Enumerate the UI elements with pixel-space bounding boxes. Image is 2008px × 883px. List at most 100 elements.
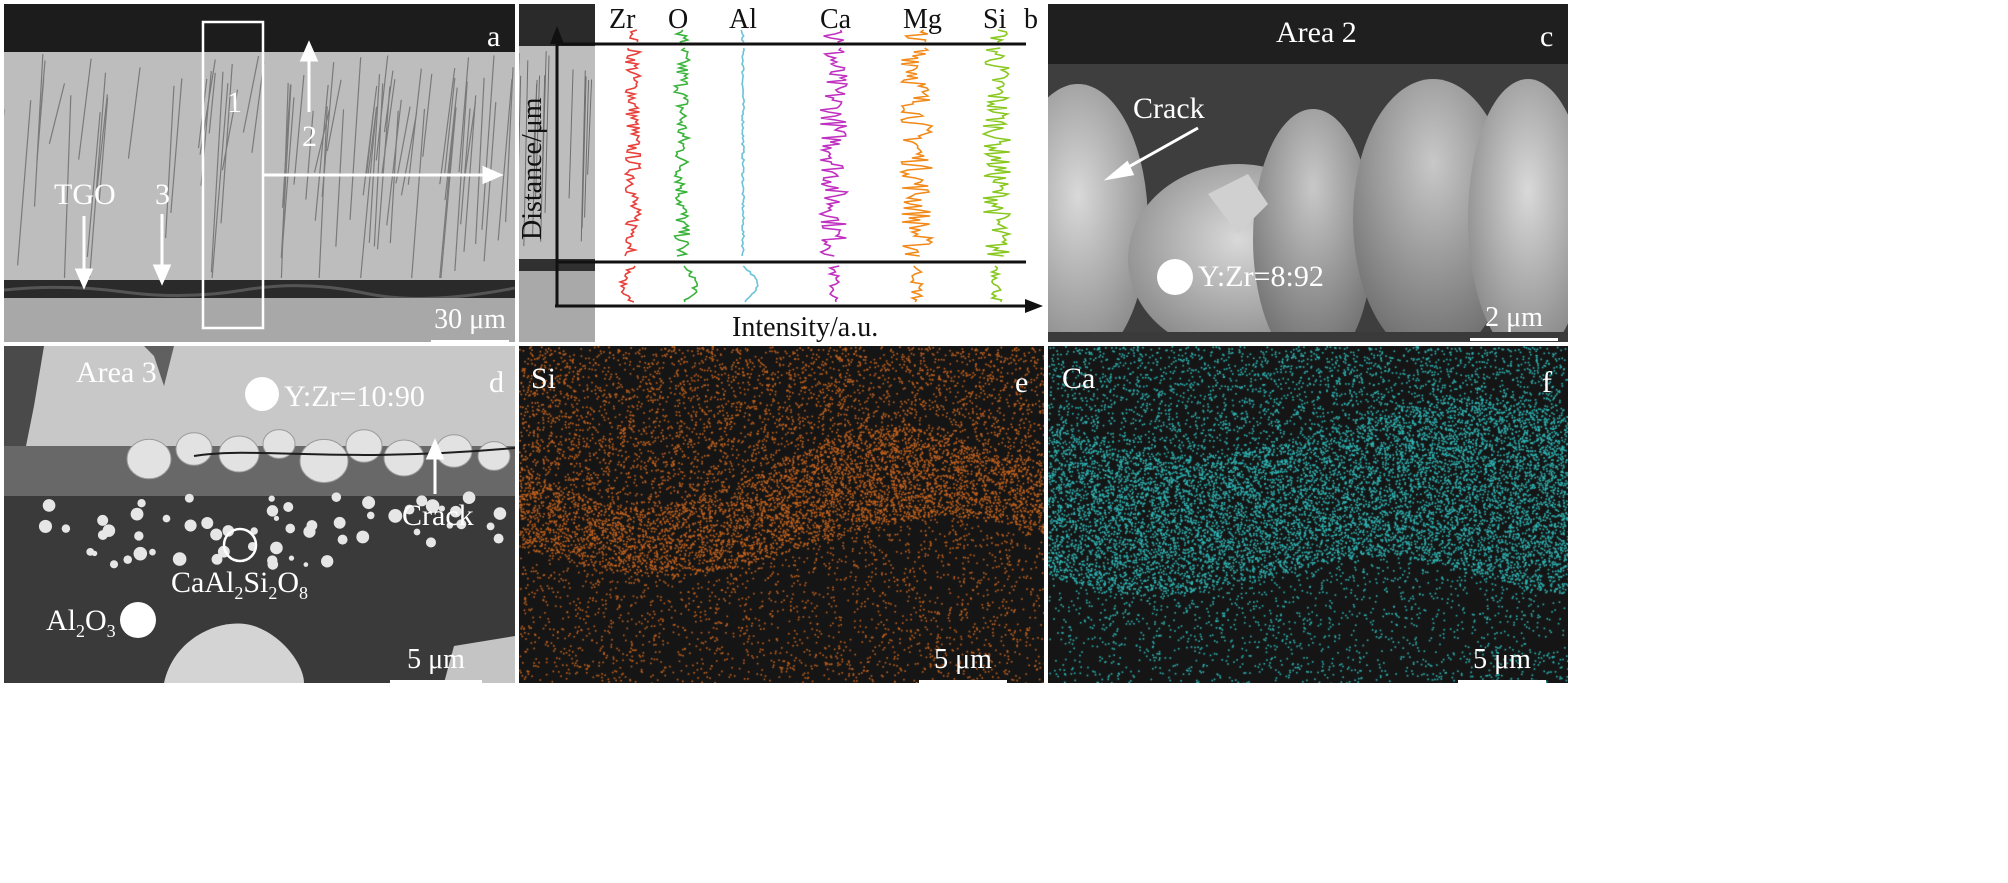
bright-speck (184, 493, 194, 503)
crack-line (460, 108, 471, 225)
phase-part: Si (243, 566, 269, 599)
bright-speck (133, 546, 148, 561)
panel-c-area-label: Area 2 (1276, 16, 1357, 49)
panel-d-area-label: Area 3 (76, 356, 157, 389)
phase-sub: 3 (106, 621, 116, 641)
trace-mg-interface (909, 265, 925, 303)
crack-line (293, 74, 305, 185)
panel-a-sem-cross-section: a 1 2 TGO 3 30 μm (4, 4, 515, 342)
trace-o-coating (672, 47, 692, 257)
zirconia-sphere (477, 441, 511, 471)
phase-sub: 2 (268, 583, 278, 603)
bright-speck (102, 524, 116, 537)
trace-ca-interface (826, 265, 841, 303)
crack-line (463, 102, 476, 181)
phase-part: CaAl (171, 566, 235, 599)
bright-speck (462, 491, 476, 505)
crack-line (376, 86, 391, 250)
zirconia-sphere (175, 432, 213, 466)
trace-o-interface (683, 265, 699, 303)
crack-line (221, 89, 239, 171)
bright-speck (388, 508, 403, 523)
crack-line (587, 79, 593, 175)
panel-e-scale-bar: 5 μm (919, 646, 1007, 683)
panel-c-crack-label: Crack (1133, 92, 1205, 125)
crack-line (532, 83, 538, 237)
crack-line (305, 110, 314, 200)
bright-speck (109, 560, 119, 569)
element-label-si: Si (983, 4, 1007, 35)
bright-speck (333, 516, 346, 529)
bright-speck (404, 504, 415, 515)
crack-line (383, 70, 394, 133)
crack-line (326, 79, 342, 152)
bright-speck (268, 495, 275, 502)
bright-speck (149, 548, 156, 556)
panel-c-sem-area-2: Area 2 c Crack Y:Zr=8:92 2 μm (1048, 4, 1568, 342)
trace-mg-surface (903, 29, 929, 43)
crack-line (497, 79, 513, 241)
panel-f-scale-bar: 5 μm (1458, 646, 1546, 683)
bright-speck (267, 555, 278, 566)
crack-line (505, 67, 514, 223)
bright-speck (266, 505, 279, 517)
bright-speck (283, 502, 294, 512)
crack-line (211, 83, 229, 279)
bright-speck (38, 519, 53, 533)
panel-d-phase-caal2si2o8: CaAl2Si2O8 (171, 566, 309, 603)
bright-speck (273, 515, 280, 521)
panel-a-letter: a (487, 20, 501, 53)
panel-c-letter: c (1540, 20, 1554, 53)
panel-a-label-tgo: TGO (54, 178, 116, 211)
bright-speck (123, 555, 132, 564)
crack-line (48, 83, 66, 144)
zirconia-sphere (299, 438, 349, 484)
crack-line (584, 79, 590, 218)
crack-line (380, 79, 396, 177)
crack-line (386, 99, 402, 226)
crack-line (411, 108, 426, 279)
panel-d-scale-bar: 5 μm (390, 646, 482, 683)
bright-speck (486, 522, 495, 531)
element-label-zr: Zr (609, 4, 636, 35)
panel-e-element-label: Si (531, 362, 557, 395)
bright-speck (61, 524, 71, 533)
crack-line (444, 77, 456, 174)
bright-speck (288, 555, 295, 561)
crack-line (475, 77, 485, 245)
crack-line (519, 75, 522, 166)
crack-line (535, 75, 541, 198)
crack-line (127, 67, 141, 159)
crack-line (349, 57, 362, 220)
trace-si-interface (989, 265, 1003, 303)
panel-e-scale-line (919, 680, 1007, 683)
trace-o-surface (673, 29, 690, 43)
bright-speck (162, 514, 171, 523)
crack-line (581, 76, 587, 228)
crack-line (483, 102, 497, 262)
panel-a-scale-bar: 30 μm (431, 306, 509, 342)
bright-speck (270, 541, 283, 555)
phase-sub: 8 (299, 583, 309, 603)
panel-f-letter: f (1542, 366, 1552, 399)
panel-e-si-distribution (519, 346, 1044, 683)
bright-speck (413, 528, 421, 536)
bright-speck (337, 534, 348, 545)
panel-a-scale-line (431, 340, 509, 342)
trace-si-surface (990, 29, 1008, 43)
panel-d-micrograph (4, 346, 515, 683)
element-label-o: O (668, 4, 689, 35)
panel-f-element-label: Ca (1062, 362, 1096, 395)
trace-zr-coating (623, 47, 643, 257)
crack-line (170, 78, 183, 214)
crack-line (395, 106, 411, 184)
panel-c-scale-bar: 2 μm (1470, 304, 1558, 341)
panel-d-scale-line (390, 680, 482, 683)
panel-e-scale-label: 5 μm (934, 644, 992, 675)
panel-b-y-axis-label: Distance/μm (519, 97, 548, 240)
trace-al-interface (742, 265, 759, 303)
bright-speck (428, 540, 433, 545)
panel-b-x-axis-label: Intensity/a.u. (732, 312, 879, 342)
crack-line (568, 69, 574, 199)
phase-part: Al (46, 604, 76, 637)
